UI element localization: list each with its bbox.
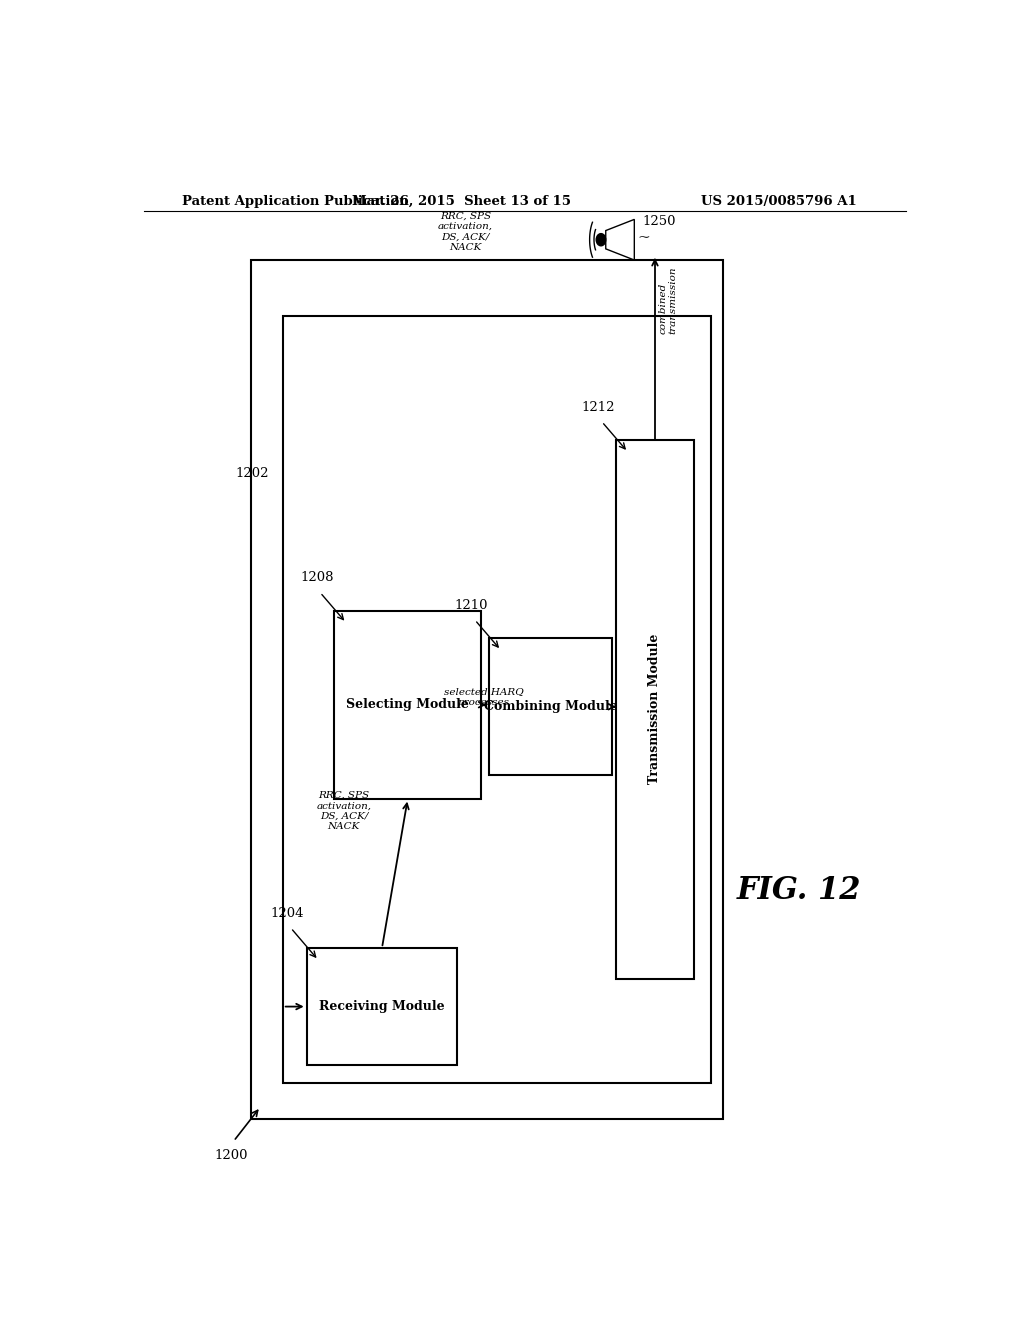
Text: 1208: 1208 xyxy=(300,572,334,585)
Text: Selecting Module: Selecting Module xyxy=(346,698,469,711)
Text: 1250: 1250 xyxy=(642,215,676,227)
Text: selected HARQ
processes: selected HARQ processes xyxy=(443,688,523,706)
Text: ~: ~ xyxy=(638,231,650,244)
Text: RRC, SPS
activation,
DS, ACK/
NACK: RRC, SPS activation, DS, ACK/ NACK xyxy=(316,791,372,832)
Bar xyxy=(283,315,712,1084)
Text: US 2015/0085796 A1: US 2015/0085796 A1 xyxy=(700,194,857,207)
Text: Combining Module: Combining Module xyxy=(483,700,617,713)
Bar xyxy=(616,440,694,978)
Text: Receiving Module: Receiving Module xyxy=(319,1001,444,1012)
Text: Patent Application Publication: Patent Application Publication xyxy=(182,194,409,207)
Text: 1204: 1204 xyxy=(270,907,304,920)
Bar xyxy=(334,611,481,799)
Text: FIG. 12: FIG. 12 xyxy=(736,875,861,906)
Text: combined
transmission: combined transmission xyxy=(658,267,678,334)
Bar xyxy=(306,948,458,1065)
Polygon shape xyxy=(606,219,634,260)
Text: 1210: 1210 xyxy=(455,599,488,611)
Text: RRC, SPS
activation,
DS, ACK/
NACK: RRC, SPS activation, DS, ACK/ NACK xyxy=(438,211,493,252)
Bar xyxy=(489,638,612,775)
Text: Mar. 26, 2015  Sheet 13 of 15: Mar. 26, 2015 Sheet 13 of 15 xyxy=(352,194,570,207)
Text: 1202: 1202 xyxy=(236,467,269,480)
Bar xyxy=(251,260,723,1119)
Text: Transmission Module: Transmission Module xyxy=(648,634,662,784)
Text: 1212: 1212 xyxy=(582,400,615,413)
Text: 1200: 1200 xyxy=(214,1150,248,1163)
Circle shape xyxy=(596,234,606,246)
